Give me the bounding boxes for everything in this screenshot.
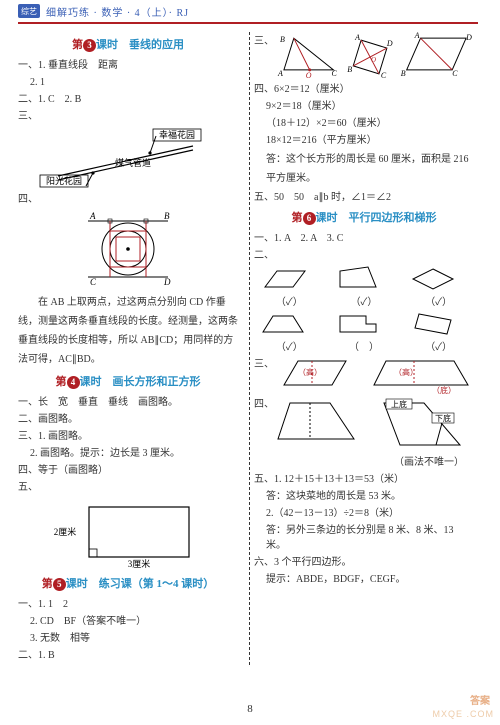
shape-row-1: （✓） （✓） （✓）	[254, 265, 474, 308]
svg-text:A: A	[414, 32, 420, 40]
header-badge: 综艺	[18, 4, 40, 18]
text-line: 二、1. B	[18, 648, 238, 663]
text-line: 2. 画图略。提示：边长是 3 厘米。	[18, 446, 238, 461]
svg-text:下底: 下底	[435, 413, 451, 423]
svg-text:C: C	[90, 277, 97, 287]
svg-text:3厘米: 3厘米	[128, 558, 151, 569]
svg-text:C: C	[381, 71, 387, 80]
text-line: 六、3 个平行四边形。	[254, 555, 474, 570]
svg-text:D: D	[386, 39, 393, 48]
left-column: 第3课时 垂线的应用 一、1. 垂直线段 距离 2. 1 二、1. C 2. B…	[18, 32, 246, 665]
svg-text:A: A	[354, 33, 360, 42]
right-column: 三、 B A C O A D B C O A D	[246, 32, 474, 665]
figure-parallelograms: （高） （高） （底）	[274, 355, 474, 395]
column-separator	[249, 32, 250, 665]
page-number: 8	[0, 703, 500, 715]
svg-text:煤气管道: 煤气管道	[115, 157, 151, 168]
header-stripe	[18, 22, 478, 24]
svg-text:D: D	[465, 33, 472, 42]
svg-text:B: B	[347, 65, 352, 74]
svg-text:上底: 上底	[391, 399, 407, 409]
text-line: 五、	[18, 480, 238, 495]
text-line: 答：这块菜地的周长是 53 米。	[254, 489, 474, 504]
text-line: 一、1. 1 2	[18, 597, 238, 612]
text-line: 2.（42－13－13）÷2＝8（米）	[254, 506, 474, 521]
svg-text:B: B	[401, 69, 406, 78]
page-header: 综艺 细解巧练 · 数学 · 4（上）· RJ	[0, 0, 500, 22]
text-line: 一、长 宽 垂直 垂线 画图略。	[18, 395, 238, 410]
section-5-title: 第5课时 练习课（第 1～4 课时）	[18, 575, 238, 591]
text-line: 五、50 50 a∥b 时，∠1＝∠2	[254, 190, 474, 205]
svg-text:C: C	[331, 69, 337, 78]
text-line: 18×12＝216（平方厘米）	[254, 133, 474, 148]
shape-row-2: （✓） （ ） （✓）	[254, 310, 474, 353]
svg-text:（底）: （底）	[432, 385, 456, 395]
svg-text:D: D	[163, 277, 171, 287]
watermark-text: MXQE .COM	[432, 709, 494, 719]
svg-text:O: O	[306, 71, 312, 80]
text-line: 三、1. 画图略。	[18, 429, 238, 444]
figure-circle-diagram: A B C D	[18, 211, 238, 289]
svg-text:2厘米: 2厘米	[54, 526, 77, 537]
header-text: 细解巧练 · 数学 · 4（上）· RJ	[46, 4, 189, 19]
figure-pipe: 幸福花园 煤气管道 阳光花园	[18, 128, 238, 188]
figure-rectangle: 3厘米 2厘米	[18, 499, 238, 571]
paragraph: 在 AB 上取两点，过这两点分别向 CD 作垂线，测量这两条垂直线段的长度。经测…	[18, 293, 238, 369]
text-line: 答：另外三条边的长分别是 8 米、8 米、13 米。	[254, 523, 474, 553]
section-4-title: 第4课时 画长方形和正方形	[18, 373, 238, 389]
text-line: 四、6×2＝12（厘米）	[254, 82, 474, 97]
section-6-title: 第6课时 平行四边形和梯形	[254, 209, 474, 225]
svg-text:（高）: （高）	[298, 367, 322, 377]
text-line: 3. 无数 相等	[18, 631, 238, 646]
svg-text:阳光花园: 阳光花园	[46, 175, 82, 186]
text-line: 二、画图略。	[18, 412, 238, 427]
text-line: 二、1. C 2. B	[18, 92, 238, 107]
svg-text:A: A	[89, 211, 96, 221]
figure-trapezoids: 上底 下底	[274, 395, 474, 453]
text-line: 四、等于（画图略）	[18, 463, 238, 478]
text-line: 一、1. 垂直线段 距离	[18, 58, 238, 73]
svg-text:B: B	[280, 35, 285, 44]
text-line: 三、	[254, 34, 274, 49]
text-line: （18＋12）×2＝60（厘米）	[254, 116, 474, 131]
text-line: 2. CD BF（答案不唯一）	[18, 614, 238, 629]
text-line: 答：这个长方形的周长是 60 厘米，面积是 216 平方厘米。	[254, 150, 474, 188]
text-line: 四、	[254, 397, 274, 412]
svg-text:幸福花园: 幸福花园	[159, 129, 195, 140]
figure-triangles: B A C O A D B C O A D B C	[276, 32, 474, 80]
text-line: 2. 1	[18, 75, 238, 90]
svg-text:C: C	[452, 69, 458, 78]
text-line: 四、	[18, 192, 238, 207]
text-line: 提示：ABDE，BDGF，CEGF。	[254, 572, 474, 587]
svg-text:A: A	[277, 69, 283, 78]
svg-text:O: O	[371, 57, 376, 64]
watermark-badge: 答案	[470, 692, 490, 707]
text-line: 9×2＝18（厘米）	[254, 99, 474, 114]
text-line: 三、	[18, 109, 238, 124]
section-3-title: 第3课时 垂线的应用	[18, 36, 238, 52]
text-line: 五、1. 12＋15＋13＋13＝53（米）	[254, 472, 474, 487]
text-line: 一、1. A 2. A 3. C	[254, 231, 474, 246]
text-line: （画法不唯一）	[254, 455, 474, 470]
svg-text:（高）: （高）	[394, 367, 418, 377]
svg-text:B: B	[164, 211, 170, 221]
text-line: 二、	[254, 248, 474, 263]
text-line: 三、	[254, 357, 274, 372]
